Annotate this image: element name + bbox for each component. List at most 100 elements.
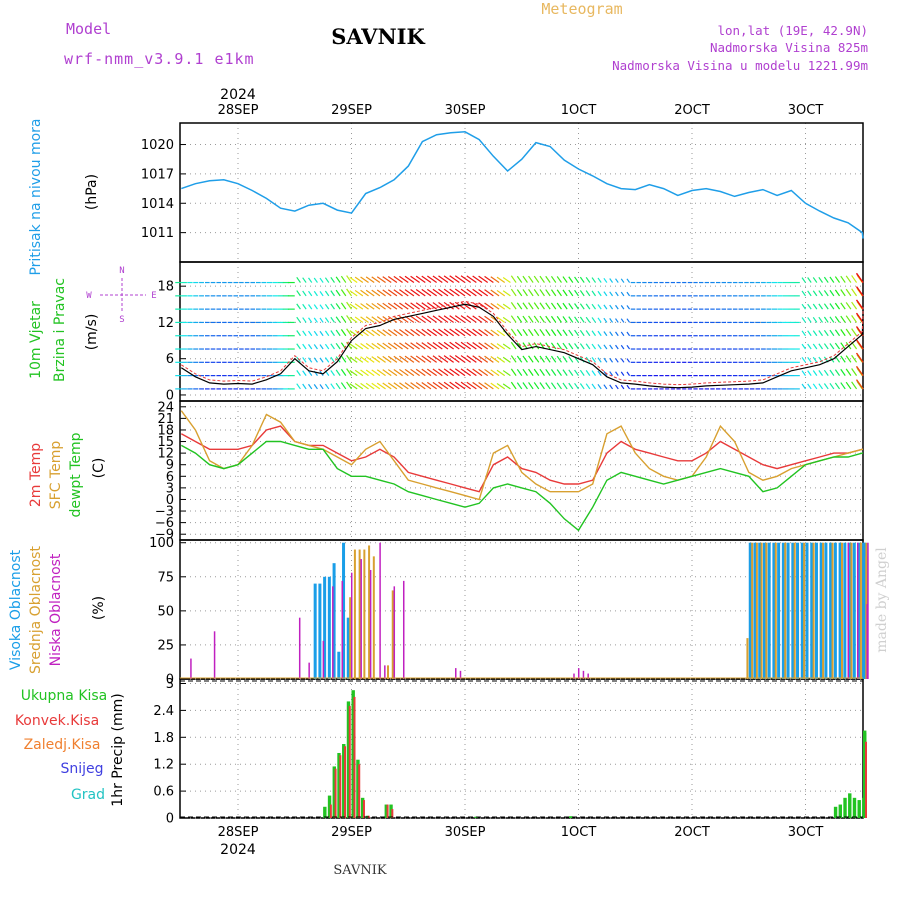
wind-arrow (399, 382, 409, 390)
wind-arrow (360, 289, 369, 297)
wind-arrow (387, 276, 398, 284)
mid-cloud-bars (349, 542, 868, 679)
wind-arrow (472, 381, 483, 390)
wind-arrow (603, 384, 608, 390)
tick-label: −3 (155, 505, 174, 520)
wind-arrow (626, 384, 631, 390)
wind-arrow (829, 343, 835, 350)
wind-arrow (415, 342, 426, 350)
mid-cloud-bar (822, 542, 825, 679)
wind-arrow (528, 382, 534, 390)
wind-arrow (484, 342, 494, 350)
wind-arrow (426, 275, 437, 284)
wind-arrow (845, 381, 852, 390)
wind-arrow (626, 278, 631, 283)
cloud-panel: Visoka Oblacnost Srednja Oblacnost Niska… (8, 546, 107, 674)
wind-arrow (856, 379, 864, 390)
wind-arrow (484, 302, 494, 310)
wind-arrow (807, 383, 812, 390)
wind-units: (m/s) (84, 314, 100, 351)
low-cloud-bar (573, 673, 575, 679)
wind-arrow (349, 303, 358, 310)
wind-arrow (296, 290, 301, 297)
wind-arrow (340, 302, 347, 310)
wind-arrow (421, 275, 432, 284)
wind-arrow (626, 331, 631, 337)
wind-arrow (620, 318, 625, 323)
wind-arrow (845, 315, 852, 323)
wind-arrow (438, 355, 449, 363)
wind-arrow (807, 343, 812, 350)
high-cloud-bar (767, 542, 771, 679)
wind-arrow (319, 291, 324, 297)
wind-arrow (801, 330, 806, 337)
wind-arrow (354, 316, 364, 323)
tick-label: 0 (166, 673, 174, 688)
high-cloud-bar (805, 542, 809, 679)
wind-arrow (421, 342, 432, 350)
wind-arrow (539, 382, 545, 390)
wind-arrow (460, 381, 472, 390)
bottom-date-label: 29SEP (331, 825, 372, 840)
wind-arrow (296, 343, 301, 350)
pressure-yticks: 1020 1017 1014 1011 (141, 138, 863, 241)
wind-arrow (556, 369, 562, 376)
elevation-label: Nadmorska Visina 825m (710, 40, 868, 55)
wind-arrow (308, 357, 313, 363)
temp-dew-label: dewpt Temp (68, 432, 84, 517)
wind-arrow (371, 316, 381, 323)
bottom-date-label: 28SEP (218, 825, 259, 840)
wind-arrow (460, 341, 472, 350)
high-cloud-bar (346, 617, 350, 679)
wind-arrow (349, 316, 358, 323)
wind-arrow (502, 303, 511, 310)
pressure-panel: Pritisak na nivou mora (hPa) (28, 118, 100, 275)
wind-arrow (615, 384, 619, 390)
wind-arrow (393, 275, 403, 284)
wind-arrow (851, 275, 858, 283)
mid-cloud-bar (793, 542, 796, 679)
wind-arrow (302, 277, 307, 283)
wind-arrow (426, 355, 437, 363)
wind-arrow (376, 302, 386, 310)
wind-arrow (382, 289, 392, 297)
wind-arrow (556, 276, 562, 283)
wind-arrow (415, 315, 426, 323)
wind-arrow (856, 339, 864, 350)
wind-arrow (585, 383, 591, 390)
total-precip-bar (848, 793, 852, 818)
wind-arrow (615, 344, 619, 350)
footer-station: SAVNIK (333, 863, 387, 878)
wind-arrow (324, 317, 330, 323)
wind-arrow (496, 276, 506, 284)
wind-arrow (597, 330, 602, 337)
wind-arrow (528, 328, 534, 337)
wind-arrow (834, 342, 841, 350)
wind-arrow (443, 288, 454, 297)
low-cloud-bar (308, 662, 310, 679)
wind-arrow (516, 289, 523, 297)
wind-arrow (856, 367, 863, 376)
wind-arrow (354, 383, 364, 390)
wind-arrow (340, 342, 347, 350)
mid-cloud-bar (363, 549, 366, 679)
wind-arrow (556, 329, 562, 337)
high-cloud-bar (857, 542, 861, 679)
high-cloud-bar (848, 542, 852, 679)
wind-arrow (460, 288, 472, 297)
wind-arrow (335, 316, 341, 323)
wind-arrow (528, 368, 534, 376)
wind-arrow (516, 329, 523, 337)
wind-arrow (823, 383, 829, 390)
wind-arrow (438, 328, 449, 337)
wind-arrow (522, 328, 528, 337)
wind-arrow (319, 357, 324, 363)
wind-arrow (449, 315, 460, 323)
wind-panel: 10m Vjetar Brzina i Pravac (m/s) N S E W (28, 266, 157, 382)
wind-arrow (365, 289, 375, 297)
mid-cloud-bar (841, 542, 844, 679)
wind-arrow (399, 302, 409, 310)
wind-arrow (568, 316, 574, 323)
wind-arrow (840, 342, 846, 350)
wind-arrow (449, 288, 460, 297)
